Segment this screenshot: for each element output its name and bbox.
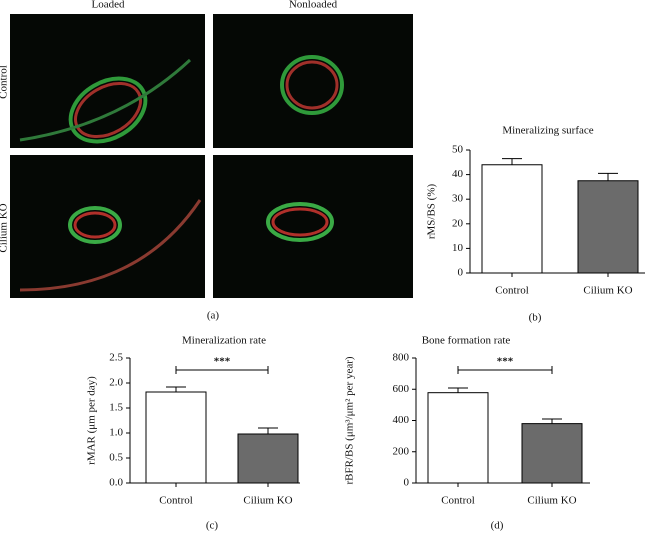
y-tick-label: 1.5: [109, 402, 123, 414]
y-tick-label: 10: [452, 242, 464, 254]
error-bar: [542, 418, 562, 424]
chart-title: Mineralizing surface: [502, 125, 593, 137]
bone-section: [271, 207, 329, 237]
y-tick-label: 0: [458, 267, 464, 279]
panel-label: (d): [491, 520, 504, 532]
y-tick-label: 2.0: [109, 377, 123, 389]
y-tick-label: 40: [452, 168, 464, 180]
x-tick-label: Control: [441, 495, 475, 507]
bar: [521, 423, 583, 484]
y-tick-label: 600: [393, 383, 410, 395]
significance-bracket: [457, 366, 553, 374]
bone-section: [285, 60, 339, 110]
micrograph-panel: Loaded Nonloaded Control Cilium KO (a): [0, 0, 413, 322]
chart-title: Mineralization rate: [182, 335, 266, 347]
x-tick-label: Control: [159, 495, 193, 507]
y-tick-label: 400: [393, 414, 410, 426]
bar: [427, 392, 489, 484]
bone-section: [68, 76, 148, 144]
y-axis-label: rMAR (μm per day): [86, 376, 98, 465]
y-tick-label: 2.5: [109, 352, 123, 364]
row-label: Control: [0, 65, 10, 99]
significance-label: ***: [497, 356, 514, 368]
x-tick-label: Control: [495, 285, 529, 297]
chart-title: Bone formation rate: [422, 335, 511, 347]
y-axis-label: rMS/BS (%): [426, 184, 438, 240]
bar: [481, 164, 543, 274]
x-tick-label: Cilium KO: [583, 285, 632, 297]
error-bar: [258, 427, 278, 434]
bone-section: [266, 202, 334, 242]
bone-edge: [19, 199, 202, 292]
significance-label: ***: [214, 356, 231, 368]
error-bar: [166, 386, 186, 392]
bar: [145, 391, 207, 484]
bone-edge: [19, 58, 192, 142]
bar: [237, 433, 299, 484]
error-bar: [502, 158, 522, 165]
y-tick-label: 30: [452, 193, 464, 205]
bone-section: [280, 55, 344, 115]
bone-section: [73, 211, 117, 239]
y-tick-label: 0.5: [109, 452, 123, 464]
y-tick-label: 0: [404, 477, 410, 489]
bone-section: [68, 206, 122, 244]
y-tick-label: 0.0: [109, 477, 123, 489]
y-tick-label: 50: [452, 144, 464, 156]
y-tick-label: 800: [393, 352, 410, 364]
x-tick-label: Cilium KO: [243, 495, 292, 507]
x-tick-label: Cilium KO: [527, 495, 576, 507]
error-bar: [448, 387, 468, 393]
y-tick-label: 20: [452, 217, 464, 229]
micrograph: [213, 14, 413, 148]
error-bar: [598, 172, 618, 181]
bar: [577, 180, 639, 274]
y-axis-label: rBFR/BS (μm³/μm² per year): [344, 356, 356, 484]
panel-label: (b): [529, 312, 542, 324]
micrograph: [213, 155, 413, 298]
panel-label: (c): [206, 520, 219, 532]
panel-label: (a): [207, 310, 220, 322]
row-label: Cilium KO: [0, 203, 10, 252]
y-tick-label: 1.0: [109, 427, 123, 439]
column-label: Nonloaded: [289, 0, 338, 11]
significance-bracket: [175, 366, 269, 374]
y-tick-label: 200: [393, 445, 410, 457]
column-label: Loaded: [92, 0, 125, 11]
